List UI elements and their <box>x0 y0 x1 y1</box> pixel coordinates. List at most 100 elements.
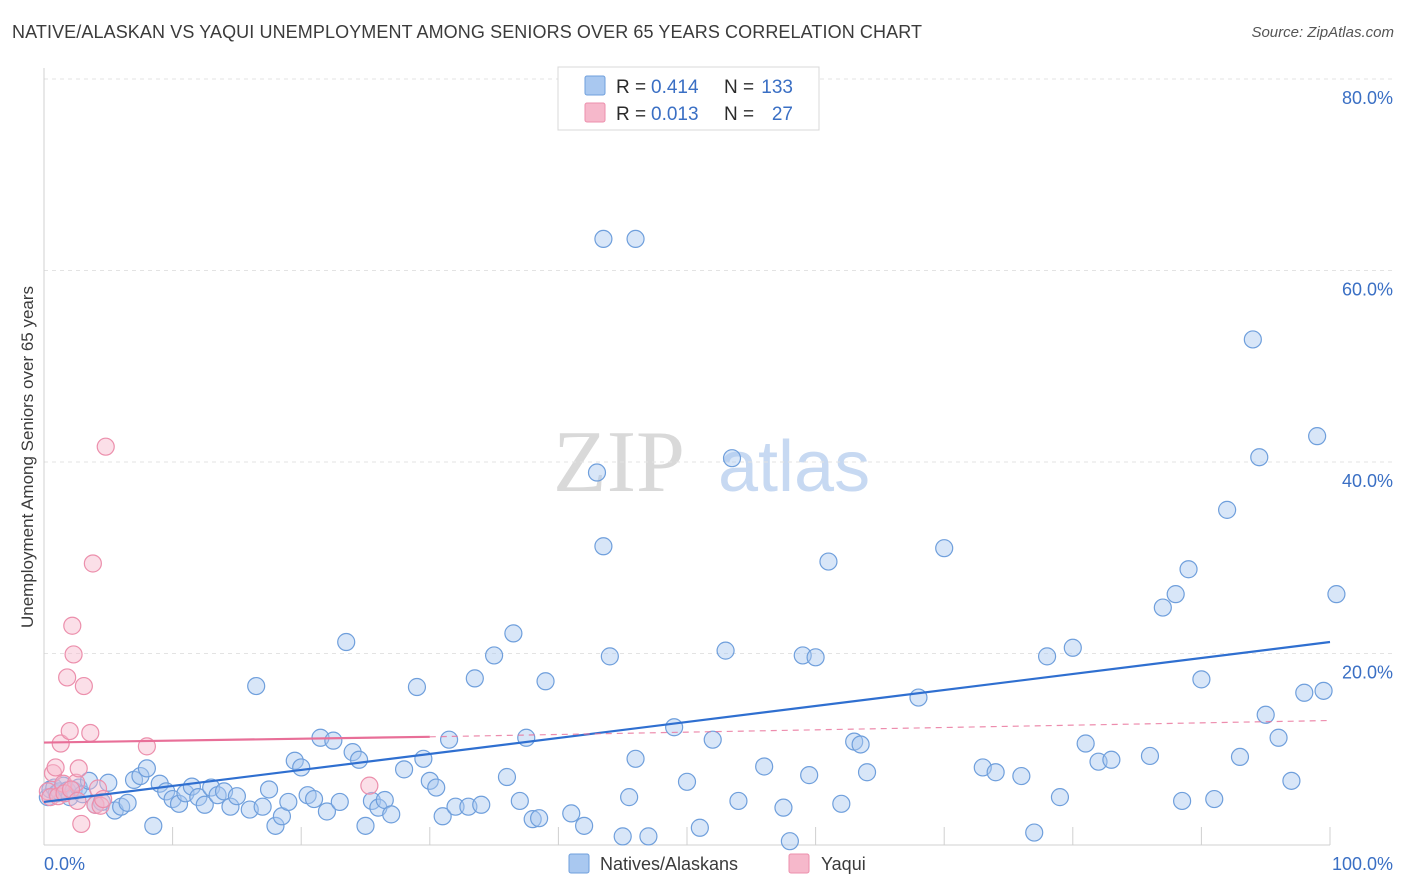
native-point <box>1282 771 1301 790</box>
legend-n-label-native: N = <box>724 77 754 98</box>
yaqui-point <box>46 758 65 777</box>
yaqui-point <box>96 437 115 456</box>
native-point <box>349 750 369 769</box>
native-point <box>382 805 401 824</box>
native-point <box>427 778 446 797</box>
legend-r-value-native: 0.414 <box>651 77 699 98</box>
native-point <box>1173 791 1192 811</box>
y-tick-label: 60.0% <box>1342 280 1393 300</box>
y-tick-label: 40.0% <box>1342 471 1393 491</box>
yaqui-point <box>63 616 82 635</box>
native-point <box>362 791 382 811</box>
native-point <box>935 539 954 558</box>
native-point <box>1076 734 1095 753</box>
native-point <box>1166 585 1185 604</box>
top-legend: R = 0.414 N = 133 R = 0.013 N = 27 <box>557 66 820 131</box>
native-point <box>317 802 337 821</box>
native-point <box>1037 647 1057 666</box>
native-point <box>1256 705 1275 724</box>
native-point <box>594 537 613 556</box>
native-point <box>1050 788 1070 807</box>
native-point <box>665 718 684 737</box>
native-point <box>247 676 266 696</box>
native-point <box>420 771 439 790</box>
yaqui-point <box>81 723 100 743</box>
native-point <box>703 730 722 749</box>
chart-title: NATIVE/ALASKAN VS YAQUI UNEMPLOYMENT AMO… <box>12 22 923 42</box>
trend-lines <box>43 640 1331 804</box>
y-tick-label: 20.0% <box>1342 663 1393 683</box>
native-point <box>1308 427 1327 446</box>
native-point <box>1102 750 1121 769</box>
native-point <box>504 624 523 643</box>
native-point <box>285 751 304 770</box>
yaqui-point <box>360 776 379 795</box>
native-point <box>253 797 272 816</box>
native-point <box>414 749 433 768</box>
native-point <box>677 772 697 791</box>
legend-r-label-yaqui: R = <box>616 104 646 125</box>
native-point <box>1269 728 1288 747</box>
yaqui-point <box>72 814 91 834</box>
native-point <box>587 463 607 482</box>
native-point <box>227 787 246 806</box>
native-point <box>530 809 549 828</box>
watermark-atlas: atlas <box>718 427 870 507</box>
yaqui-point <box>69 759 88 778</box>
native-point <box>819 552 838 571</box>
native-point <box>485 646 504 665</box>
native-point <box>774 798 793 817</box>
x-tick-label-max: 100.0% <box>1332 854 1393 874</box>
native-point <box>536 672 555 691</box>
native-point <box>1192 670 1211 689</box>
legend-swatch-native <box>584 75 606 96</box>
legend-swatch-yaqui <box>584 102 606 123</box>
native-point <box>857 763 877 782</box>
native-point <box>1218 500 1237 519</box>
native-point <box>1327 585 1346 604</box>
native-point <box>1012 766 1031 786</box>
native-point <box>600 647 619 666</box>
bottom-legend-label-yaqui: Yaqui <box>821 854 866 874</box>
tick-labels: 20.0% 40.0% 60.0% 80.0% 0.0% 100.0% <box>44 88 1393 874</box>
native-point <box>626 229 645 249</box>
native-point <box>1230 747 1250 767</box>
native-point <box>1153 598 1172 617</box>
native-point <box>407 677 427 697</box>
native-point <box>99 773 118 792</box>
native-point <box>613 827 632 846</box>
yaqui-point <box>58 668 77 687</box>
native-point <box>169 794 189 813</box>
native-point <box>195 795 214 814</box>
native-point <box>690 818 709 837</box>
yaqui-point <box>64 645 83 664</box>
native-point <box>304 789 324 809</box>
legend-n-value-native: 133 <box>761 77 793 98</box>
yaqui-point <box>83 554 102 573</box>
bottom-legend-label-native: Natives/Alaskans <box>600 854 738 874</box>
legend-r-value-yaqui: 0.013 <box>651 104 699 125</box>
native-point <box>144 816 163 835</box>
native-point <box>433 807 452 826</box>
native-point <box>446 797 465 816</box>
native-point <box>465 669 484 688</box>
native-points <box>38 229 1346 851</box>
y-axis-title: Unemployment Among Seniors over 65 years <box>18 286 37 628</box>
native-point <box>497 767 517 787</box>
native-point <box>562 804 581 823</box>
native-point <box>575 816 594 835</box>
native-point <box>806 648 825 667</box>
native-point <box>780 832 799 851</box>
yaqui-trend-line <box>43 735 430 744</box>
native-point <box>729 791 748 811</box>
native-point <box>626 749 645 768</box>
native-point <box>716 641 735 660</box>
native-point <box>1250 448 1269 467</box>
axes <box>43 68 1331 846</box>
bottom-legend-swatch-yaqui <box>788 853 810 874</box>
native-point <box>324 731 343 750</box>
native-point <box>523 810 542 829</box>
source-label: Source: ZipAtlas.com <box>1251 24 1394 41</box>
yaqui-trend-extension <box>429 719 1331 738</box>
